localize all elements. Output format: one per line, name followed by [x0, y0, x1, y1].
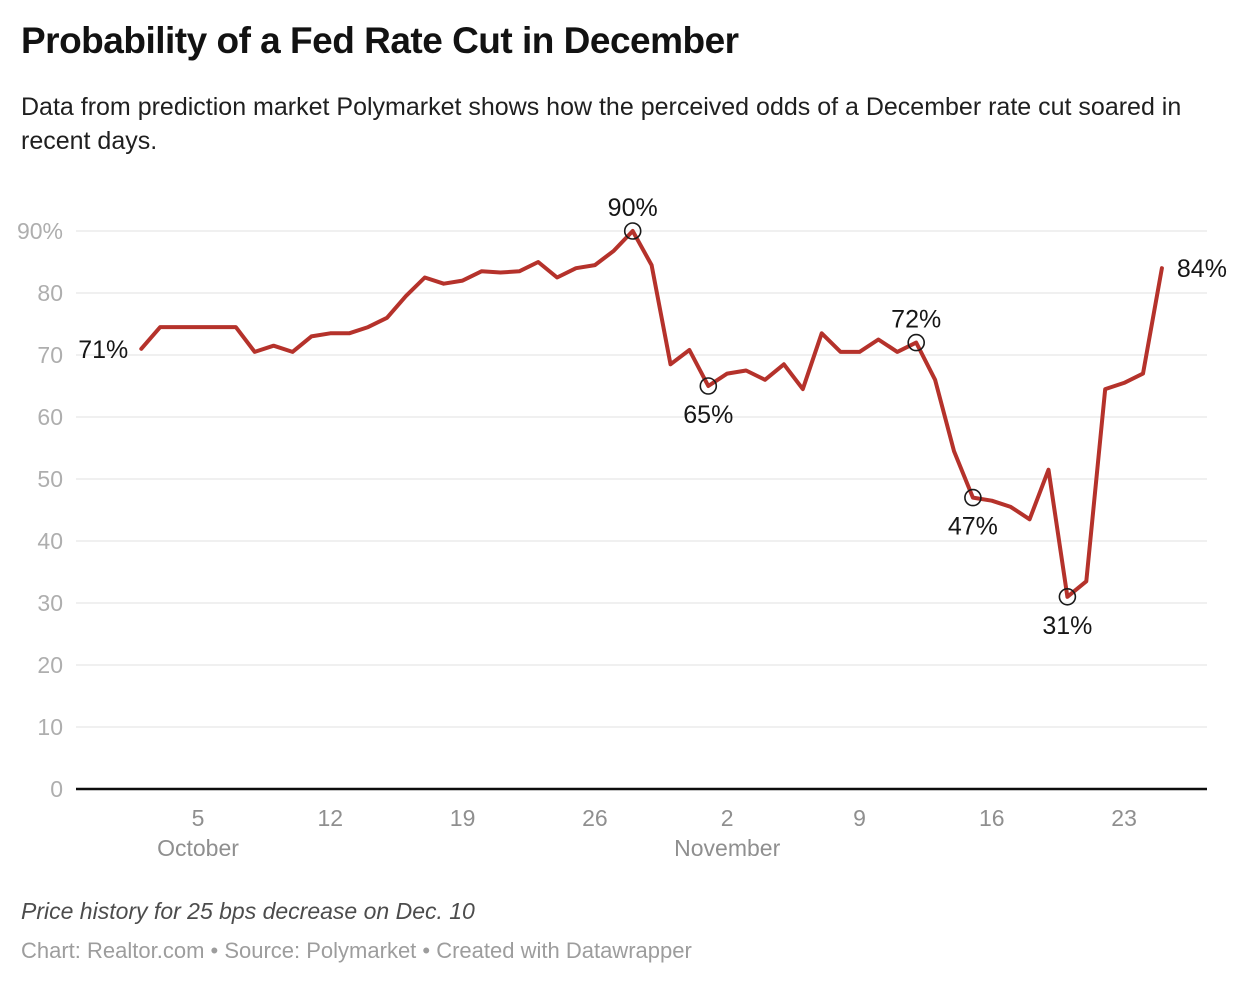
data-label: 72% — [891, 306, 941, 334]
point-marker — [1058, 587, 1077, 606]
y-axis-label: 20 — [37, 652, 63, 678]
y-axis-label: 0 — [50, 776, 63, 802]
month-label: October — [157, 835, 239, 861]
y-axis-label: 80 — [37, 280, 63, 306]
chart-byline: Chart: Realtor.com • Source: Polymarket … — [21, 938, 692, 963]
y-axis-label: 30 — [37, 590, 63, 616]
data-label: 84% — [1177, 255, 1227, 283]
y-axis-label: 40 — [37, 528, 63, 554]
point-marker — [907, 333, 926, 352]
x-axis-label: 23 — [1111, 805, 1137, 831]
data-label: 90% — [608, 194, 658, 222]
y-axis-label: 60 — [37, 404, 63, 430]
data-label: 47% — [948, 513, 998, 541]
y-axis-label: 10 — [37, 714, 63, 740]
data-label: 31% — [1042, 612, 1092, 640]
data-label: 71% — [78, 336, 128, 364]
x-axis-label: 16 — [979, 805, 1005, 831]
data-label: 65% — [683, 401, 733, 429]
x-axis-label: 12 — [318, 805, 344, 831]
x-axis-label: 19 — [450, 805, 476, 831]
chart-note: Price history for 25 bps decrease on Dec… — [21, 898, 475, 924]
point-marker — [699, 377, 718, 395]
x-axis-label: 26 — [582, 805, 608, 831]
x-axis-label: 2 — [721, 805, 734, 831]
probability-line — [139, 229, 1164, 599]
point-marker — [623, 222, 642, 240]
y-axis-label: 70 — [37, 342, 63, 368]
y-axis-label: 90% — [17, 218, 63, 244]
chart-title: Probability of a Fed Rate Cut in Decembe… — [21, 20, 739, 61]
x-axis-label: 9 — [853, 805, 866, 831]
point-marker — [964, 488, 982, 507]
x-axis-label: 5 — [192, 805, 205, 831]
chart-subtitle: Data from prediction market Polymarket s… — [21, 93, 1182, 155]
month-label: November — [674, 835, 780, 861]
y-axis-label: 50 — [37, 466, 63, 492]
